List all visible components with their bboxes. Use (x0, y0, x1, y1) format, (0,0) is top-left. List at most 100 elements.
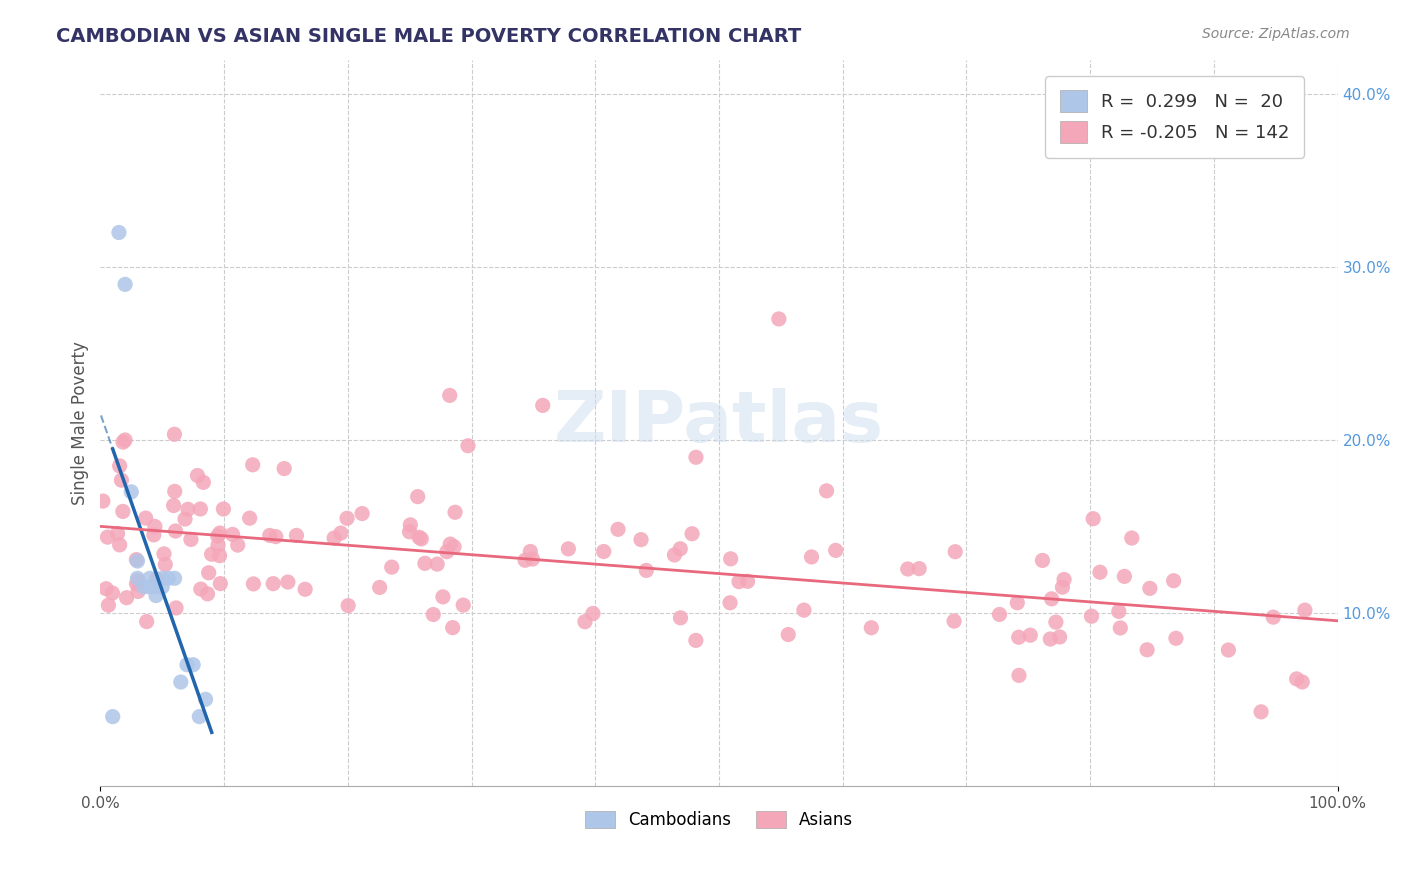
Point (155, 558, 177, 572)
Point (1121, 531, 1143, 545)
Point (531, 398, 554, 412)
Legend: Cambodians, Asians: Cambodians, Asians (578, 804, 860, 836)
Point (793, 603, 815, 617)
Point (422, 607, 444, 622)
Point (186, 468, 208, 483)
Point (1263, 610, 1285, 624)
Point (190, 582, 212, 596)
Point (1007, 596, 1029, 610)
Point (1083, 512, 1105, 526)
Point (406, 490, 429, 504)
Point (242, 458, 264, 472)
Point (207, 529, 229, 543)
Point (112, 435, 135, 450)
Point (522, 552, 544, 566)
Point (193, 475, 215, 490)
Point (91, 494, 114, 508)
Point (188, 709, 211, 723)
Point (125, 552, 148, 566)
Point (988, 607, 1011, 622)
Point (190, 502, 212, 516)
Point (336, 511, 359, 525)
Point (439, 537, 461, 551)
Point (139, 580, 162, 594)
Point (127, 584, 149, 599)
Point (111, 504, 134, 518)
Point (125, 576, 148, 591)
Point (181, 657, 204, 672)
Point (636, 563, 658, 577)
Point (108, 226, 131, 240)
Point (163, 499, 186, 513)
Point (897, 562, 920, 576)
Point (411, 532, 433, 546)
Point (1080, 609, 1102, 624)
Point (226, 538, 249, 552)
Point (908, 561, 931, 575)
Point (114, 277, 136, 292)
Point (145, 589, 167, 603)
Point (294, 582, 316, 597)
Point (399, 517, 422, 532)
Point (94, 582, 117, 596)
Point (1218, 643, 1240, 657)
Point (1108, 604, 1130, 618)
Point (413, 557, 436, 571)
Point (1163, 574, 1185, 588)
Point (110, 473, 132, 487)
Point (768, 312, 790, 326)
Point (207, 538, 229, 552)
Point (165, 601, 187, 615)
Point (208, 549, 231, 563)
Point (451, 598, 474, 612)
Point (277, 575, 299, 590)
Point (1114, 569, 1136, 583)
Point (1031, 553, 1053, 567)
Point (337, 599, 360, 613)
Point (127, 574, 149, 588)
Point (436, 544, 458, 558)
Point (557, 541, 579, 556)
Point (592, 544, 614, 558)
Point (1019, 628, 1042, 642)
Point (685, 450, 707, 465)
Point (1164, 632, 1187, 646)
Point (139, 571, 162, 585)
Point (108, 458, 131, 473)
Point (127, 571, 149, 585)
Point (1040, 591, 1063, 606)
Point (513, 553, 536, 567)
Point (115, 591, 138, 605)
Point (108, 538, 131, 552)
Point (860, 621, 883, 635)
Point (96, 530, 118, 544)
Point (441, 621, 464, 635)
Point (197, 566, 219, 580)
Point (142, 528, 165, 542)
Point (824, 543, 846, 558)
Point (262, 576, 284, 591)
Point (242, 577, 264, 591)
Point (1109, 621, 1132, 635)
Point (145, 580, 167, 594)
Point (153, 547, 176, 561)
Point (163, 484, 186, 499)
Point (101, 709, 124, 723)
Point (101, 586, 124, 600)
Point (120, 484, 142, 499)
Point (943, 614, 966, 628)
Point (273, 461, 295, 475)
Point (352, 507, 374, 521)
Y-axis label: Single Male Poverty: Single Male Poverty (72, 341, 89, 505)
Point (1088, 566, 1111, 580)
Point (368, 581, 391, 595)
Point (664, 548, 686, 562)
Point (221, 527, 243, 541)
Point (685, 633, 707, 648)
Point (737, 574, 759, 589)
Point (778, 627, 800, 641)
Point (177, 502, 200, 516)
Text: Source: ZipAtlas.com: Source: ZipAtlas.com (1202, 27, 1350, 41)
Point (800, 549, 823, 564)
Point (146, 572, 169, 586)
